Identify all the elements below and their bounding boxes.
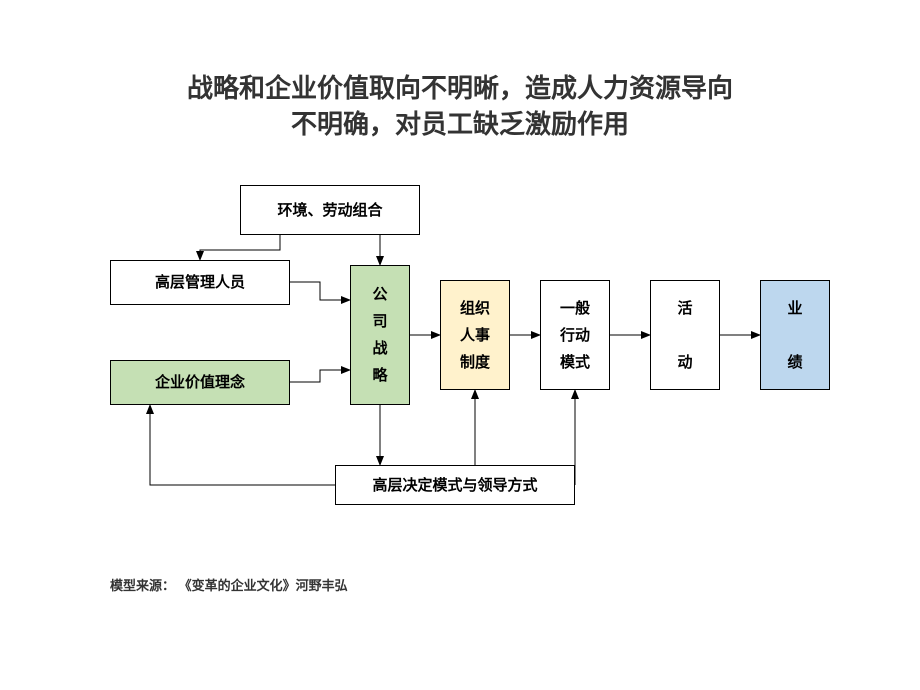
node-env: 环境、劳动组合 xyxy=(240,185,420,235)
edge-values-strategy xyxy=(290,370,350,382)
source-citation: 模型来源： 《变革的企业文化》河野丰弘 xyxy=(110,575,348,594)
edge-env-mgmt xyxy=(200,235,280,260)
node-mgmt: 高层管理人员 xyxy=(110,260,290,305)
title-line1: 战略和企业价值取向不明晰，造成人力资源导向 xyxy=(187,73,733,103)
node-hr: 组织 人事 制度 xyxy=(440,280,510,390)
node-values: 企业价值理念 xyxy=(110,360,290,405)
edge-leader-values xyxy=(150,405,335,485)
node-activity: 活 动 xyxy=(650,280,720,390)
node-perf: 业 绩 xyxy=(760,280,830,390)
node-action: 一般 行动 模式 xyxy=(540,280,610,390)
node-strategy: 公 司 战 略 xyxy=(350,265,410,405)
title-line2: 不明确，对员工缺乏激励作用 xyxy=(291,109,629,139)
edge-mgmt-strategy xyxy=(290,282,350,300)
node-leader: 高层决定模式与领导方式 xyxy=(335,465,575,505)
page-title: 战略和企业价值取向不明晰，造成人力资源导向 不明确，对员工缺乏激励作用 xyxy=(0,70,920,143)
source-citation-text: 《变革的企业文化》河野丰弘 xyxy=(179,578,348,593)
source-label: 模型来源： xyxy=(110,578,175,593)
